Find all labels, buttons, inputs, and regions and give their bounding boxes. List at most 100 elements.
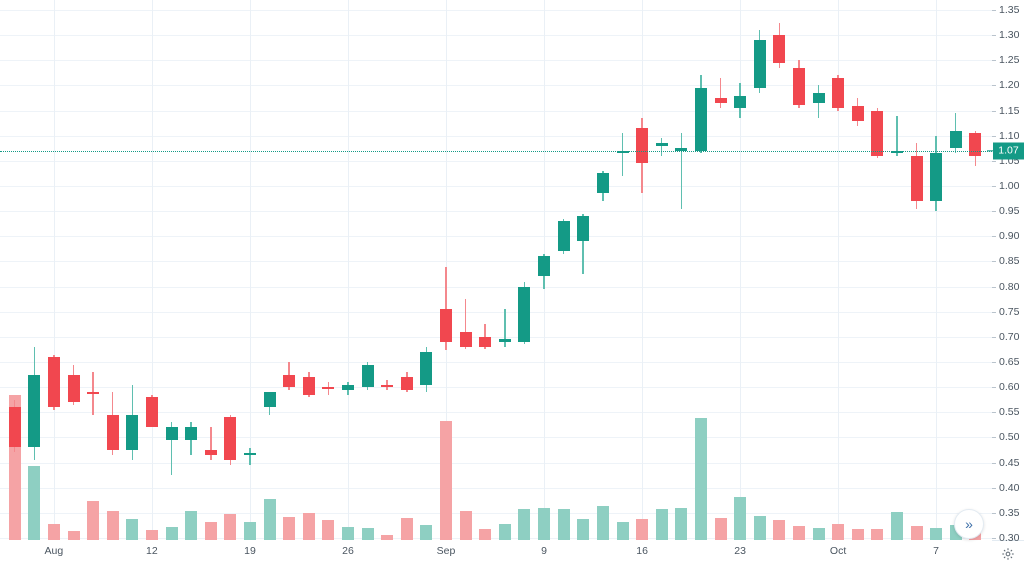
volume-bar <box>675 507 688 540</box>
price-axis-label: 0.40 <box>999 481 1020 494</box>
time-axis-label: Oct <box>829 545 847 557</box>
candle-body <box>126 414 139 450</box>
gridline-horizontal <box>0 236 992 238</box>
price-axis-label: 0.80 <box>999 280 1020 293</box>
current-price-tick <box>987 150 993 152</box>
time-axis[interactable]: Aug 12 19 26 Sep 9 16 23 Oct 7 <box>0 540 992 567</box>
candle-wick <box>582 213 584 274</box>
gridline-vertical <box>936 0 938 540</box>
price-axis-tick <box>992 412 996 414</box>
volume-bar <box>322 519 335 540</box>
candle-wick <box>484 324 486 350</box>
candle-body <box>342 384 354 390</box>
gridline-horizontal <box>0 462 992 464</box>
candle-wick <box>210 427 212 461</box>
time-axis-label: 9 <box>541 545 547 557</box>
candle-body <box>106 414 119 450</box>
candle-wick <box>621 133 624 176</box>
price-axis-tick <box>992 85 996 87</box>
candle-body <box>263 392 276 408</box>
candle-body <box>655 143 668 146</box>
time-axis-label: Aug <box>44 545 64 557</box>
price-axis-tick <box>992 512 996 514</box>
candle-body <box>67 374 80 403</box>
double-chevron-right-icon: » <box>965 516 973 532</box>
candle-body <box>28 374 41 448</box>
volume-bar <box>28 466 41 540</box>
candle-body <box>47 357 60 408</box>
volume-bar <box>616 521 629 540</box>
price-axis-tick <box>992 387 996 389</box>
volume-bar <box>244 522 256 540</box>
price-axis-label: 0.90 <box>999 230 1020 243</box>
candle-body <box>283 374 296 388</box>
candle-body <box>322 387 335 390</box>
volume-bar <box>47 524 60 540</box>
time-axis-label: 12 <box>146 545 158 557</box>
price-axis-label: 1.25 <box>999 54 1020 67</box>
volume-bar <box>890 512 903 540</box>
candle-body <box>87 392 100 395</box>
volume-bar <box>518 508 531 540</box>
current-price-badge: 1.07 <box>993 142 1024 160</box>
price-axis-label: 1.20 <box>999 79 1020 92</box>
price-axis-label: 1.05 <box>999 154 1020 167</box>
volume-bar <box>400 517 413 540</box>
gridline-horizontal <box>0 412 992 414</box>
gridline-vertical <box>348 0 349 540</box>
candle-wick <box>249 447 251 466</box>
candle-body <box>165 427 178 440</box>
price-axis-tick <box>992 110 996 112</box>
price-axis[interactable]: 1.35 1.30 1.25 1.20 1.15 1.10 1.05 1.00 0.95 0.90… <box>992 0 1024 543</box>
candle-body <box>440 309 452 342</box>
price-axis-label: 0.70 <box>999 330 1020 343</box>
current-price-line <box>0 150 992 152</box>
candle-body <box>949 130 962 149</box>
gridline-vertical <box>642 0 644 540</box>
candle-body <box>871 110 884 156</box>
candle-body <box>930 153 943 202</box>
candle-body <box>185 427 198 440</box>
time-axis-label: 23 <box>734 545 746 557</box>
price-axis-label: 1.00 <box>999 179 1020 192</box>
gridline-vertical <box>250 0 251 540</box>
price-axis-tick <box>992 462 996 464</box>
price-axis-tick <box>992 437 996 439</box>
volume-bar <box>832 523 845 540</box>
volume-bar <box>812 527 825 540</box>
gridline-horizontal <box>0 135 992 137</box>
gear-icon <box>1002 547 1014 560</box>
time-axis-label: 7 <box>933 545 940 557</box>
candle-body <box>145 397 158 428</box>
gridline-vertical <box>151 0 153 540</box>
candle-body <box>302 377 315 395</box>
chart-settings-button[interactable] <box>992 540 1024 567</box>
volume-bar <box>557 509 570 540</box>
candle-body <box>8 407 21 448</box>
volume-bar <box>342 526 354 540</box>
time-axis-label: 19 <box>244 545 256 557</box>
gridline-horizontal <box>0 261 992 263</box>
volume-bar <box>498 523 511 540</box>
candle-body <box>890 150 903 153</box>
chart-plot-area[interactable] <box>0 0 992 540</box>
candle-body <box>459 331 472 347</box>
gridline-horizontal <box>0 387 992 389</box>
time-axis-label: 26 <box>342 545 354 557</box>
volume-bar <box>361 527 374 540</box>
volume-bar <box>910 525 923 540</box>
volume-bar <box>420 525 433 540</box>
volume-bar <box>655 509 668 540</box>
volume-bar <box>381 534 394 540</box>
candle-body <box>969 133 982 156</box>
volume-bar <box>577 518 590 540</box>
volume-bar <box>440 420 452 540</box>
candle-body <box>400 377 413 390</box>
price-axis-tick <box>992 186 996 187</box>
price-axis-tick <box>992 160 996 162</box>
scroll-to-realtime-button[interactable]: » <box>954 509 984 539</box>
gridline-vertical <box>53 0 55 540</box>
price-axis-label: 0.30 <box>999 531 1020 544</box>
volume-bar <box>694 417 707 540</box>
